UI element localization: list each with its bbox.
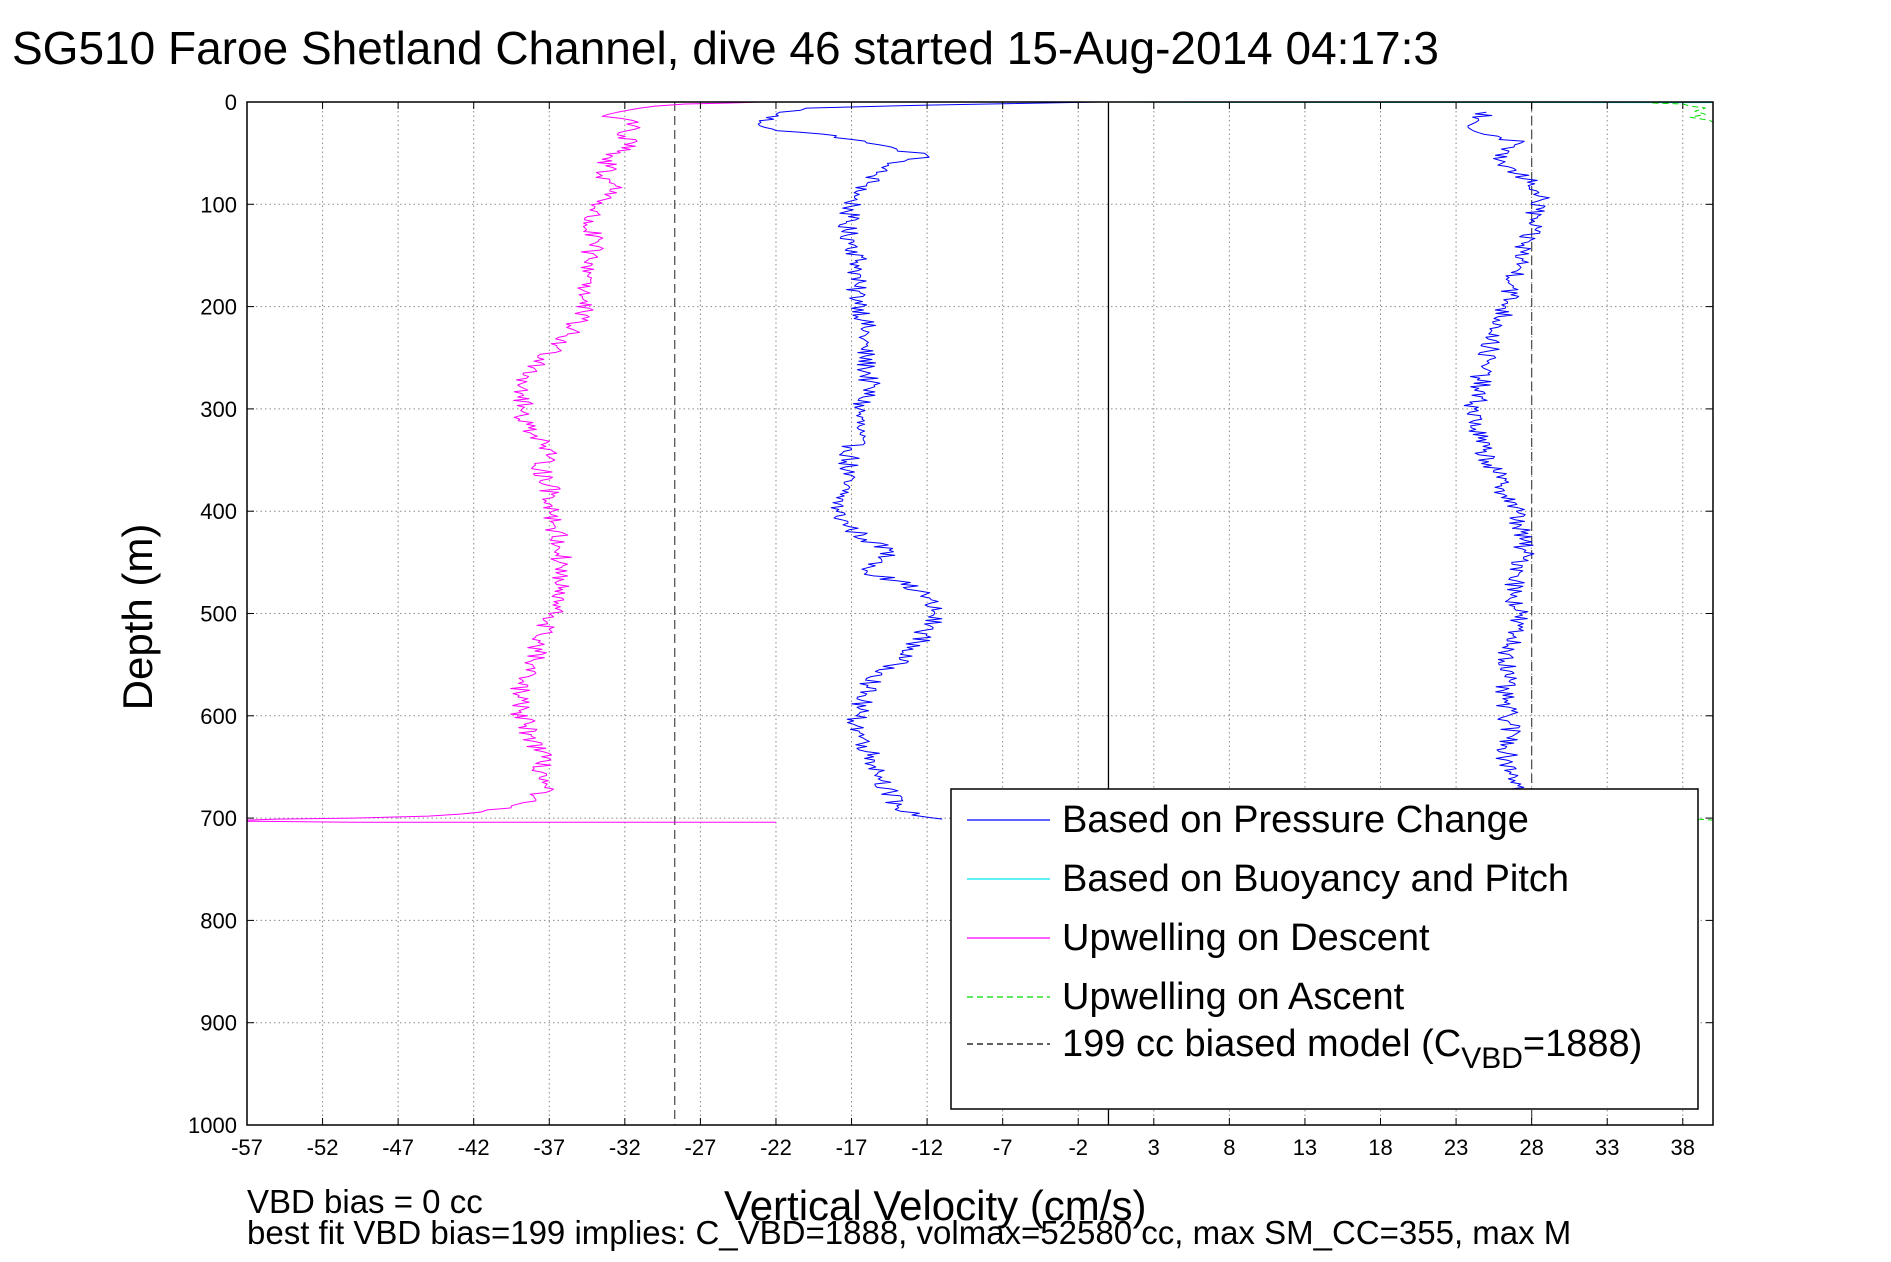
legend-label: Based on Pressure Change (1062, 799, 1529, 841)
y-axis-ticks: 0 100 200 300 400 500 600 700 800 900 1000 (188, 90, 1713, 1138)
x-tick-label: -12 (911, 1135, 943, 1160)
footnote-best-fit: best fit VBD bias=199 implies: C_VBD=188… (247, 1214, 1571, 1251)
chart-title: SG510 Faroe Shetland Channel, dive 46 st… (12, 22, 1439, 74)
legend-label-tail: =1888) (1523, 1023, 1642, 1065)
x-tick-label: 28 (1519, 1135, 1543, 1160)
x-tick-label: -7 (993, 1135, 1013, 1160)
y-tick-label: 500 (200, 602, 237, 627)
x-tick-label: -37 (533, 1135, 565, 1160)
x-tick-label: 38 (1671, 1135, 1695, 1160)
legend-entry: Based on Pressure Change (1062, 799, 1529, 841)
legend: Based on Pressure Change Based on Buoyanc… (950, 788, 1699, 1110)
y-axis-label: Depth (m) (114, 524, 161, 711)
x-tick-label: -52 (307, 1135, 339, 1160)
y-tick-label: 900 (200, 1011, 237, 1036)
x-tick-label: 18 (1368, 1135, 1392, 1160)
legend-label: Upwelling on Descent (1062, 917, 1430, 959)
x-axis-label: Vertical Velocity (cm/s) (724, 1182, 1146, 1229)
y-tick-label: 100 (200, 192, 237, 217)
legend-label: Based on Buoyancy and Pitch (1062, 858, 1569, 900)
legend-entry: Upwelling on Descent (1062, 917, 1430, 959)
footnote-vbd-bias: VBD bias = 0 cc (247, 1183, 483, 1220)
series-line (246, 101, 761, 821)
y-tick-label: 1000 (188, 1113, 237, 1138)
x-tick-label: -42 (458, 1135, 490, 1160)
x-tick-label: -2 (1068, 1135, 1088, 1160)
y-tick-label: 200 (200, 295, 237, 320)
legend-subscript: VBD (1461, 1042, 1523, 1075)
legend-entry: 199 cc biased model (CVBD=1888) (1062, 1023, 1642, 1075)
x-tick-label: -47 (382, 1135, 414, 1160)
y-tick-label: 700 (200, 806, 237, 831)
y-tick-label: 300 (200, 397, 237, 422)
x-tick-label: 8 (1223, 1135, 1235, 1160)
x-axis-ticks: -57 -52 -47 -42 -37 -32 -27 -22 -17 -12 -7 -2 3 8 13 18… (231, 102, 1695, 1160)
y-tick-label: 400 (200, 499, 237, 524)
series-line (1697, 818, 1714, 821)
x-tick-label: 13 (1293, 1135, 1317, 1160)
x-tick-label: -27 (685, 1135, 717, 1160)
x-tick-label: -17 (836, 1135, 868, 1160)
data-series (246, 101, 1714, 823)
x-tick-label: -22 (760, 1135, 792, 1160)
legend-box (950, 788, 1699, 1110)
legend-label: 199 cc biased model (C (1062, 1023, 1461, 1065)
y-tick-label: 0 (225, 90, 237, 115)
y-tick-label: 600 (200, 704, 237, 729)
series-line (757, 101, 1101, 820)
x-tick-label: 3 (1148, 1135, 1160, 1160)
x-tick-label: -32 (609, 1135, 641, 1160)
x-tick-label: 33 (1595, 1135, 1619, 1160)
series-line (1652, 102, 1714, 123)
series-line (246, 820, 776, 823)
x-tick-label: -57 (231, 1135, 263, 1160)
x-tick-label: 23 (1444, 1135, 1468, 1160)
legend-entry: Upwelling on Ascent (1062, 976, 1405, 1018)
y-tick-label: 800 (200, 908, 237, 933)
legend-entry: Based on Buoyancy and Pitch (1062, 858, 1569, 900)
legend-label: Upwelling on Ascent (1062, 976, 1405, 1018)
series-line (1463, 111, 1550, 793)
